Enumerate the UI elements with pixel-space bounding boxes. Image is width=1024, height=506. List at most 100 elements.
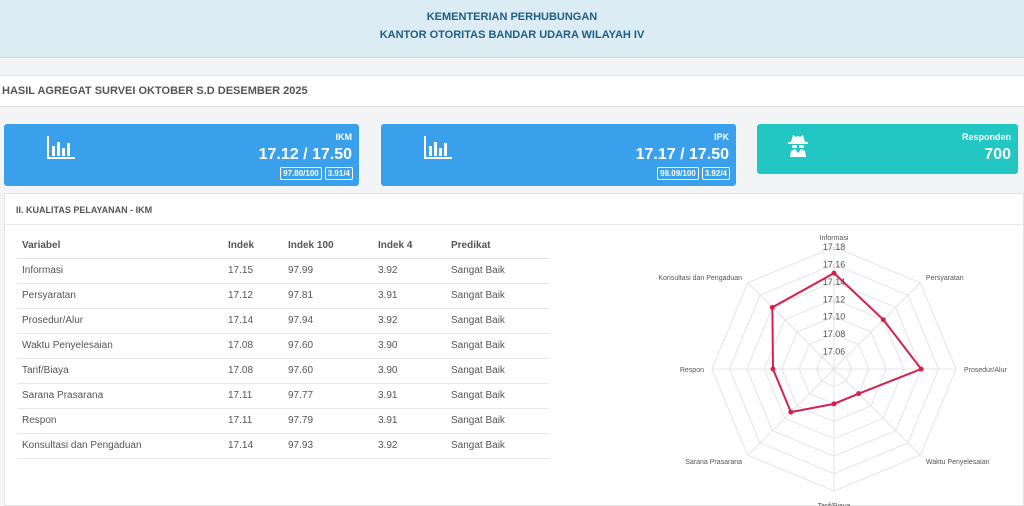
radar-data-point <box>769 304 775 310</box>
ikm-label: IKM <box>335 132 353 142</box>
user-secret-icon <box>788 135 808 157</box>
cell-indek: 17.15 <box>223 258 283 284</box>
cell-indek-4: 3.91 <box>373 383 446 409</box>
radar-data-point <box>788 409 794 415</box>
table-row: Tarif/Biaya 17.08 97.60 3.90 Sangat Baik <box>17 358 549 384</box>
col-indek: Indek <box>223 233 283 259</box>
cell-indek-4: 3.91 <box>373 283 446 309</box>
radar-category-label: Informasi <box>820 235 849 242</box>
cell-indek-100: 97.60 <box>283 333 373 359</box>
radar-spoke <box>833 368 921 456</box>
cell-predikat: Sangat Baik <box>446 258 549 284</box>
col-predikat: Predikat <box>446 233 549 259</box>
cell-predikat: Sangat Baik <box>446 383 549 409</box>
ipk-badge-4: 3.92/4 <box>701 167 730 180</box>
radar-tick-label: 17.16 <box>823 259 846 269</box>
radar-spoke <box>747 282 835 370</box>
cell-variabel: Waktu Penyelesaian <box>17 333 223 359</box>
radar-tick-label: 17.10 <box>823 312 846 322</box>
ikm-card: IKM 17.12 / 17.50 97.80/100 3.91/4 <box>4 124 359 186</box>
ipk-badges: 98.09/100 3.92/4 <box>657 167 730 180</box>
ikm-table: Variabel Indek Indek 100 Indek 4 Predika… <box>17 233 549 459</box>
responden-label: Responden <box>961 132 1011 142</box>
radar-chart: 17.18 17.16 17.14 17.12 17.10 17.08 17.06 Infor… <box>658 235 1007 506</box>
cell-indek-100: 97.60 <box>283 358 373 384</box>
cell-indek: 17.11 <box>223 408 283 434</box>
cell-predikat: Sangat Baik <box>446 358 549 384</box>
cell-indek-100: 97.99 <box>283 258 373 284</box>
radar-spoke <box>833 282 921 370</box>
panel-header: II. KUALITAS PELAYANAN - IKM <box>5 194 1023 225</box>
cell-indek-4: 3.92 <box>373 258 446 284</box>
cell-indek: 17.08 <box>223 358 283 384</box>
radar-data-point <box>831 401 837 407</box>
cell-variabel: Prosedur/Alur <box>17 308 223 334</box>
cell-indek-100: 97.81 <box>283 283 373 309</box>
radar-category-label: Prosedur/Alur <box>964 367 1007 374</box>
bar-chart-icon <box>424 136 452 159</box>
cell-indek-4: 3.92 <box>373 308 446 334</box>
radar-data-point <box>856 391 862 397</box>
cell-predikat: Sangat Baik <box>446 333 549 359</box>
table-row: Persyaratan 17.12 97.81 3.91 Sangat Baik <box>17 283 549 309</box>
cell-indek-100: 97.94 <box>283 308 373 334</box>
radar-tick-label: 17.18 <box>823 242 846 252</box>
cell-indek-4: 3.92 <box>373 433 446 459</box>
top-header: KEMENTERIAN PERHUBUNGAN KANTOR OTORITAS … <box>0 0 1024 58</box>
cell-predikat: Sangat Baik <box>446 283 549 309</box>
ikm-badges: 97.80/100 3.91/4 <box>280 167 353 180</box>
radar-category-label: Respon <box>680 367 704 374</box>
radar-tick-label: 17.12 <box>823 294 846 304</box>
radar-data-point <box>880 317 886 323</box>
ikm-badge-4: 3.91/4 <box>324 167 353 180</box>
cell-predikat: Sangat Baik <box>446 408 549 434</box>
table-row: Prosedur/Alur 17.14 97.94 3.92 Sangat Ba… <box>17 308 549 334</box>
cell-indek-100: 97.77 <box>283 383 373 409</box>
radar-category-label: Persyaratan <box>926 275 964 282</box>
responden-card: Responden 700 <box>757 124 1018 174</box>
cell-variabel: Konsultasi dan Pengaduan <box>17 433 223 459</box>
cell-variabel: Tarif/Biaya <box>17 358 223 384</box>
radar-category-label: Waktu Penyelesaian <box>926 459 990 466</box>
cell-variabel: Persyaratan <box>17 283 223 309</box>
ministry-name: KEMENTERIAN PERHUBUNGAN <box>426 11 598 23</box>
cell-indek-4: 3.90 <box>373 358 446 384</box>
radar-data-point <box>831 270 837 276</box>
table-row: Waktu Penyelesaian 17.08 97.60 3.90 Sang… <box>17 333 549 359</box>
ipk-card: IPK 17.17 / 17.50 98.09/100 3.92/4 <box>381 124 736 186</box>
cell-indek: 17.11 <box>223 383 283 409</box>
radar-data-point <box>770 366 776 372</box>
office-name: KANTOR OTORITAS BANDAR UDARA WILAYAH IV <box>379 29 645 41</box>
responden-value: 700 <box>984 146 1011 163</box>
table-row: Informasi 17.15 97.99 3.92 Sangat Baik <box>17 258 549 284</box>
cell-indek: 17.14 <box>223 308 283 334</box>
ipk-value: 17.17 / 17.50 <box>635 146 729 163</box>
cell-indek-4: 3.90 <box>373 333 446 359</box>
cell-indek: 17.08 <box>223 333 283 359</box>
cell-variabel: Informasi <box>17 258 223 284</box>
cell-indek-100: 97.93 <box>283 433 373 459</box>
cell-predikat: Sangat Baik <box>446 308 549 334</box>
radar-data-point <box>918 366 924 372</box>
cell-variabel: Respon <box>17 408 223 434</box>
radar-tick-label: 17.06 <box>823 347 846 357</box>
table-row: Konsultasi dan Pengaduan 17.14 97.93 3.9… <box>17 433 549 459</box>
radar-category-label: Konsultasi dan Pengaduan <box>658 275 742 282</box>
table-header-row: Variabel Indek Indek 100 Indek 4 Predika… <box>17 233 549 259</box>
table-row: Respon 17.11 97.79 3.91 Sangat Baik <box>17 408 549 434</box>
panel-title: II. KUALITAS PELAYANAN - IKM <box>16 205 153 215</box>
cell-indek-4: 3.91 <box>373 408 446 434</box>
col-indek-100: Indek 100 <box>283 233 373 259</box>
col-indek-4: Indek 4 <box>373 233 446 259</box>
cell-indek: 17.14 <box>223 433 283 459</box>
col-variabel: Variabel <box>17 233 223 259</box>
radar-tick-label: 17.08 <box>823 329 846 339</box>
page-title: HASIL AGREGAT SURVEI OKTOBER S.D DESEMBE… <box>2 85 308 97</box>
ikm-badge-100: 97.80/100 <box>280 167 322 180</box>
radar-series-line <box>771 271 923 414</box>
table-row: Sarana Prasarana 17.11 97.77 3.91 Sangat… <box>17 383 549 409</box>
cell-indek: 17.12 <box>223 283 283 309</box>
cell-variabel: Sarana Prasarana <box>17 383 223 409</box>
cell-predikat: Sangat Baik <box>446 433 549 459</box>
radar-category-label: Sarana Prasarana <box>685 459 742 466</box>
